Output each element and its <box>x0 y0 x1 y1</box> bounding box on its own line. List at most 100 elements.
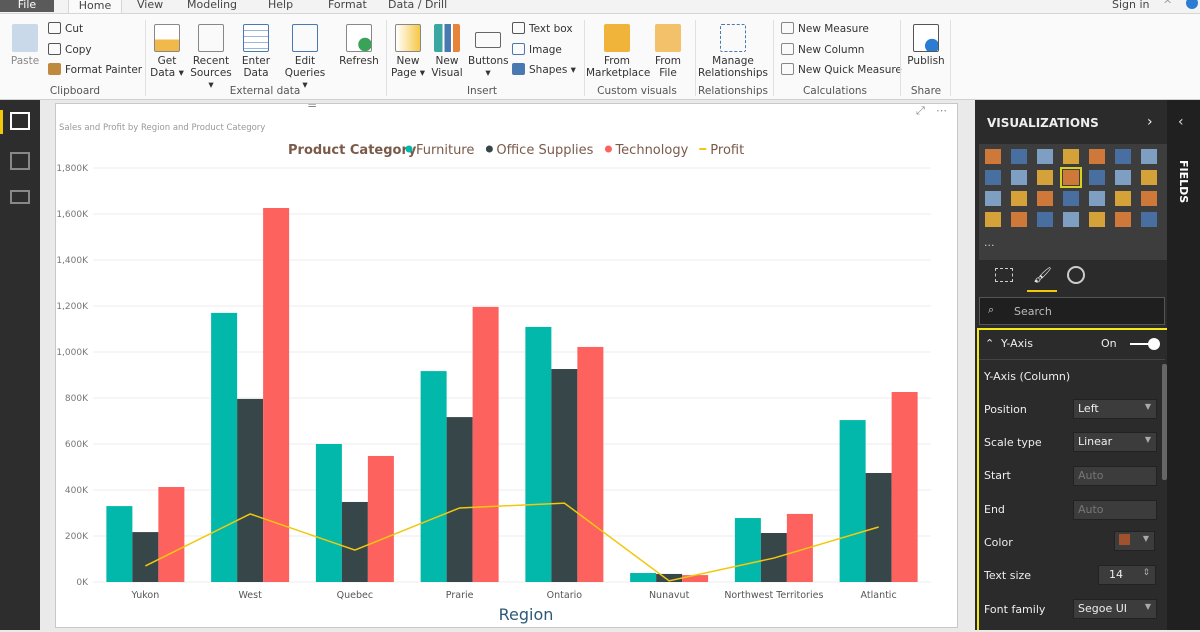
scrollbar[interactable] <box>1162 364 1167 480</box>
data-view-icon[interactable] <box>10 152 30 170</box>
new-column-button[interactable]: New Column <box>781 43 864 56</box>
relationships-view-icon[interactable] <box>10 190 30 204</box>
visual-type-icon[interactable] <box>1089 149 1105 164</box>
recent-sources-button[interactable]: Recent Sources ▾ <box>188 24 234 91</box>
visual-type-icon[interactable] <box>1115 170 1131 185</box>
bar-furniture <box>420 371 447 582</box>
bar-office-supplies <box>341 501 368 582</box>
position-dropdown[interactable]: Left ▼ <box>1073 399 1157 419</box>
analytics-tab-icon[interactable] <box>1067 266 1085 284</box>
bar-furniture <box>839 420 866 582</box>
x-tick-label: West <box>238 590 262 601</box>
visual-type-icon[interactable] <box>1115 191 1131 206</box>
visual-type-icon[interactable] <box>1011 170 1027 185</box>
new-page-button[interactable]: New Page ▾ <box>390 24 426 79</box>
from-marketplace-button[interactable]: From Marketplace <box>586 24 650 79</box>
more-options-icon[interactable]: ⋯ <box>936 104 947 117</box>
new-quick-measure-button[interactable]: New Quick Measure <box>781 63 902 76</box>
buttons-button[interactable]: Buttons ▾ <box>468 24 509 79</box>
image-button[interactable]: Image <box>512 43 562 56</box>
more-visuals-button[interactable]: ... <box>984 236 995 249</box>
visual-type-icon[interactable] <box>1089 212 1105 227</box>
get-data-button[interactable]: Get Data ▾ <box>148 24 186 79</box>
visual-type-icon[interactable] <box>1037 212 1053 227</box>
visual-type-icon[interactable] <box>1011 191 1027 206</box>
visual-type-icon[interactable] <box>985 149 1001 164</box>
scale-type-dropdown[interactable]: Linear ▼ <box>1073 432 1157 452</box>
shapes-icon <box>512 63 525 75</box>
legend-marker <box>485 145 493 153</box>
cut-button[interactable]: Cut <box>48 22 83 35</box>
tab-format[interactable]: Format <box>328 0 367 11</box>
visual-type-icon[interactable] <box>1063 149 1079 164</box>
tab-file[interactable]: File <box>0 0 54 12</box>
visual-type-icon[interactable] <box>1141 170 1157 185</box>
refresh-button[interactable]: Refresh <box>338 24 380 67</box>
sign-in-link[interactable]: Sign in <box>1112 0 1150 11</box>
visual-type-icon[interactable] <box>1037 149 1053 164</box>
collapse-pane-icon[interactable]: › <box>1147 114 1153 130</box>
visual-type-icon[interactable] <box>1060 167 1082 188</box>
tab-home[interactable]: Home <box>68 0 122 13</box>
visual-type-icon[interactable] <box>1141 149 1157 164</box>
visual-type-icon[interactable] <box>1089 191 1105 206</box>
visual-type-icon[interactable] <box>1141 191 1157 206</box>
relationships-icon <box>720 24 746 52</box>
new-visual-button[interactable]: New Visual <box>430 24 464 79</box>
chart-visual[interactable]: ≡ ⤢ ⋯ Sales and Profit by Region and Pro… <box>55 97 958 628</box>
visual-type-icon[interactable] <box>1037 170 1053 185</box>
report-view-icon[interactable] <box>10 112 30 130</box>
fields-tab-icon[interactable] <box>995 268 1013 282</box>
collapse-ribbon-icon[interactable]: ^ <box>1163 0 1173 11</box>
table-icon <box>243 24 269 52</box>
end-label: End <box>984 503 1005 516</box>
tab-data-drill[interactable]: Data / Drill <box>388 0 448 11</box>
font-family-label: Font family <box>984 603 1046 616</box>
search-input[interactable]: ⌕ Search <box>979 297 1165 325</box>
start-input[interactable]: Auto <box>1073 466 1157 486</box>
visual-type-icon[interactable] <box>1037 191 1053 206</box>
color-picker[interactable]: ▼ <box>1114 531 1155 551</box>
visual-type-icon[interactable] <box>1141 212 1157 227</box>
legend-item: Office Supplies <box>496 143 593 158</box>
expand-fields-icon[interactable]: ‹ <box>1178 114 1184 130</box>
focus-mode-icon[interactable]: ⤢ <box>916 104 925 117</box>
visual-type-icon[interactable] <box>1011 212 1027 227</box>
visual-type-icon[interactable] <box>1089 170 1105 185</box>
visual-type-icon[interactable] <box>1063 191 1079 206</box>
format-painter-button[interactable]: Format Painter <box>48 63 142 76</box>
from-file-button[interactable]: From File <box>650 24 686 79</box>
text-box-button[interactable]: Text box <box>512 22 573 35</box>
fields-pane-collapsed[interactable]: ‹ FIELDS <box>1167 100 1200 630</box>
visual-type-icon[interactable] <box>1063 212 1079 227</box>
visual-type-icon[interactable] <box>985 212 1001 227</box>
paste-button[interactable]: Paste <box>8 24 42 67</box>
tab-modeling[interactable]: Modeling <box>187 0 238 11</box>
text-size-stepper[interactable]: 14 ⇕ <box>1098 565 1156 585</box>
tab-view[interactable]: View <box>137 0 164 11</box>
visual-type-icon[interactable] <box>1115 149 1131 164</box>
tab-help[interactable]: Help <box>268 0 294 11</box>
y-axis-section-header[interactable]: ⌃ Y-Axis On <box>979 330 1165 360</box>
new-measure-button[interactable]: New Measure <box>781 22 869 35</box>
legend-item: Profit <box>710 143 744 158</box>
font-family-dropdown[interactable]: Segoe UI ▼ <box>1073 599 1157 619</box>
visual-type-icon[interactable] <box>985 170 1001 185</box>
manage-relationships-button[interactable]: Manage Relationships <box>698 24 768 79</box>
visual-type-icon[interactable] <box>1011 149 1027 164</box>
end-input[interactable]: Auto <box>1073 500 1157 520</box>
x-tick-label: Prarie <box>446 590 474 601</box>
visual-type-icon[interactable] <box>1115 212 1131 227</box>
y-axis-toggle[interactable] <box>1130 338 1160 350</box>
visual-type-icon[interactable] <box>985 191 1001 206</box>
help-icon[interactable] <box>1186 0 1198 9</box>
visual-type-gallery <box>979 144 1167 260</box>
group-label: Insert <box>466 85 498 97</box>
edit-queries-button[interactable]: Edit Queries ▾ <box>282 24 328 91</box>
shapes-button[interactable]: Shapes ▾ <box>512 63 576 76</box>
copy-button[interactable]: Copy <box>48 43 92 56</box>
publish-button[interactable]: Publish <box>904 24 948 67</box>
drag-handle-icon[interactable]: ≡ <box>307 97 317 111</box>
enter-data-button[interactable]: Enter Data <box>238 24 274 79</box>
format-paint-roller-icon[interactable]: 🖌 <box>1033 266 1053 284</box>
